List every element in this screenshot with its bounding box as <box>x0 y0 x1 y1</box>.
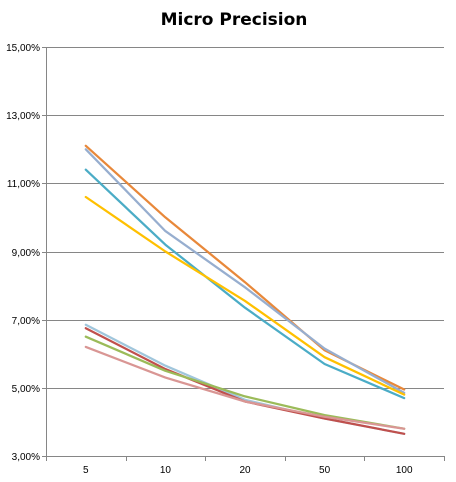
y-tick-label: 9,00% <box>12 248 40 259</box>
x-tick-label: 20 <box>239 465 251 476</box>
y-tick-label: 13,00% <box>6 111 40 122</box>
series-line-3 <box>84 168 406 400</box>
y-tick-label: 11,00% <box>7 179 40 190</box>
series-line-8 <box>84 345 406 430</box>
y-axis-tick-labels: 3,00% 5,00% 7,00% 9,00% 11,00% 13,00% 15,00% <box>6 43 40 463</box>
y-tick-label: 3,00% <box>12 452 40 463</box>
series-line-5 <box>84 323 406 435</box>
chart-title: Micro Precision <box>161 10 308 30</box>
series-lines <box>84 144 406 435</box>
series-line-2 <box>84 148 406 395</box>
y-tick-label: 7,00% <box>12 316 40 327</box>
y-tick-label: 15,00% <box>6 43 40 54</box>
x-tick-label: 5 <box>83 465 89 476</box>
x-tick-label: 100 <box>396 465 413 476</box>
gridlines <box>46 47 444 389</box>
axes <box>42 47 445 461</box>
series-line-4 <box>84 195 406 396</box>
series-line-6 <box>84 327 406 435</box>
y-tick-label: 5,00% <box>12 384 40 395</box>
x-tick-label: 50 <box>319 465 331 476</box>
x-tick-label: 10 <box>160 465 172 476</box>
x-axis-tick-labels: 5 10 20 50 100 <box>83 465 413 476</box>
